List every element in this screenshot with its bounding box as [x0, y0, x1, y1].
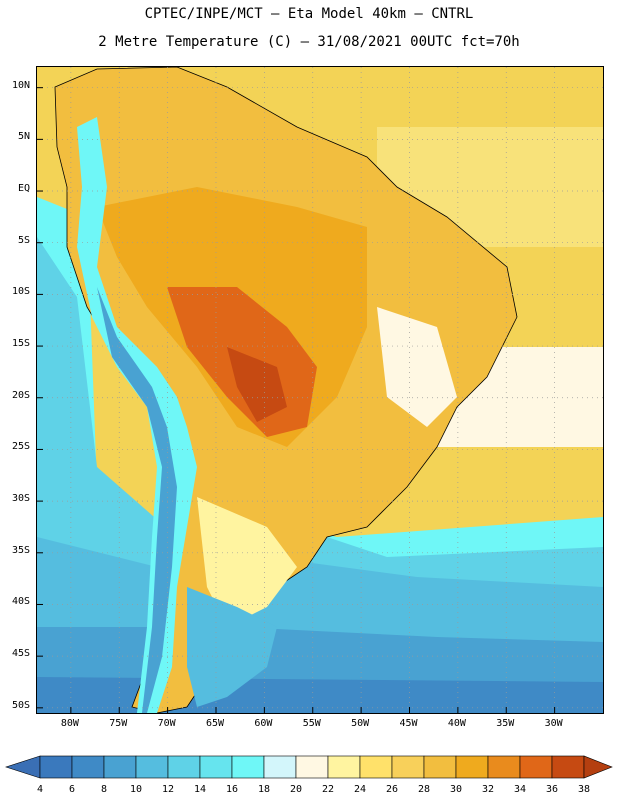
lat-label: 10S [11, 286, 30, 298]
color-scale-bar [5, 755, 613, 779]
map-panel [36, 66, 604, 714]
colorbar-tick: 34 [513, 784, 527, 795]
colorbar-tick: 12 [161, 784, 175, 795]
colorbar-swatch [231, 755, 265, 779]
colorbar-tick: 30 [449, 784, 463, 795]
lat-label: 40S [11, 596, 30, 608]
colorbar-tick: 36 [545, 784, 559, 795]
colorbar-swatch [391, 755, 425, 779]
colorbar-tick: 28 [417, 784, 431, 795]
lat-label: EQ [17, 183, 30, 195]
colorbar-tick: 8 [100, 784, 108, 795]
colorbar-swatch [519, 755, 553, 779]
lon-label: 75W [109, 718, 128, 729]
colorbar-tick: 16 [225, 784, 239, 795]
colorbar-swatch [487, 755, 521, 779]
peak-heat-core [227, 347, 287, 422]
colorbar-swatch [423, 755, 457, 779]
colorbar-swatch [263, 755, 297, 779]
colorbar-over-arrow [583, 755, 613, 779]
chart-title-line1: CPTEC/INPE/MCT – Eta Model 40km – CNTRL [144, 6, 474, 22]
colorbar-tick: 24 [353, 784, 367, 795]
colorbar-tick: 14 [193, 784, 207, 795]
lat-label: 10N [11, 79, 30, 91]
lon-label: 45W [399, 718, 418, 729]
colorbar-under-arrow [5, 755, 41, 779]
colorbar-swatch [295, 755, 329, 779]
colorbar-swatch [167, 755, 201, 779]
lat-label: 30S [11, 493, 30, 505]
lat-label: 25S [11, 441, 30, 453]
lat-label: 35S [11, 544, 30, 556]
andes-high-ridge [97, 287, 177, 713]
pampas-region [197, 497, 297, 627]
lat-label: 5N [17, 131, 30, 143]
colorbar-swatch [39, 755, 73, 779]
colorbar-swatch [359, 755, 393, 779]
lon-label: 30W [544, 718, 563, 729]
colorbar-tick: 18 [257, 784, 271, 795]
colorbar-swatch [455, 755, 489, 779]
lat-label: 15S [11, 338, 30, 350]
temperature-map [37, 67, 603, 713]
colorbar-tick: 6 [68, 784, 76, 795]
colorbar-tick: 4 [36, 784, 44, 795]
lon-label: 65W [205, 718, 225, 729]
colorbar-tick: 38 [577, 784, 591, 795]
colorbar-tick: 22 [321, 784, 335, 795]
lat-label: 5S [17, 234, 30, 246]
colorbar-swatch [327, 755, 361, 779]
lon-label: 80W [60, 718, 79, 729]
lon-label: 70W [157, 718, 176, 729]
lat-label: 45S [11, 648, 30, 660]
graticule [37, 67, 603, 713]
colorbar-tick: 26 [385, 784, 399, 795]
lon-label: 55W [302, 718, 321, 729]
colorbar-swatch [551, 755, 585, 779]
lon-label: 40W [447, 718, 466, 729]
colorbar-tick: 10 [129, 784, 143, 795]
colorbar-tick: 32 [481, 784, 495, 795]
colorbar-tick: 20 [289, 784, 303, 795]
coldest-ocean-band [37, 677, 603, 713]
lon-label: 50W [351, 718, 370, 729]
colorbar-swatch [71, 755, 105, 779]
lat-label: 50S [11, 699, 30, 711]
chart-title-line2: 2 Metre Temperature (C) – 31/08/2021 00U… [98, 34, 520, 50]
lon-label: 35W [496, 718, 515, 729]
colorbar-swatch [199, 755, 233, 779]
colorbar-swatch [103, 755, 137, 779]
mild-coastal-region [377, 307, 457, 427]
lon-label: 60W [254, 718, 273, 729]
lat-label: 20S [11, 389, 30, 401]
patagonia-region [187, 587, 277, 707]
colorbar-swatch [135, 755, 169, 779]
